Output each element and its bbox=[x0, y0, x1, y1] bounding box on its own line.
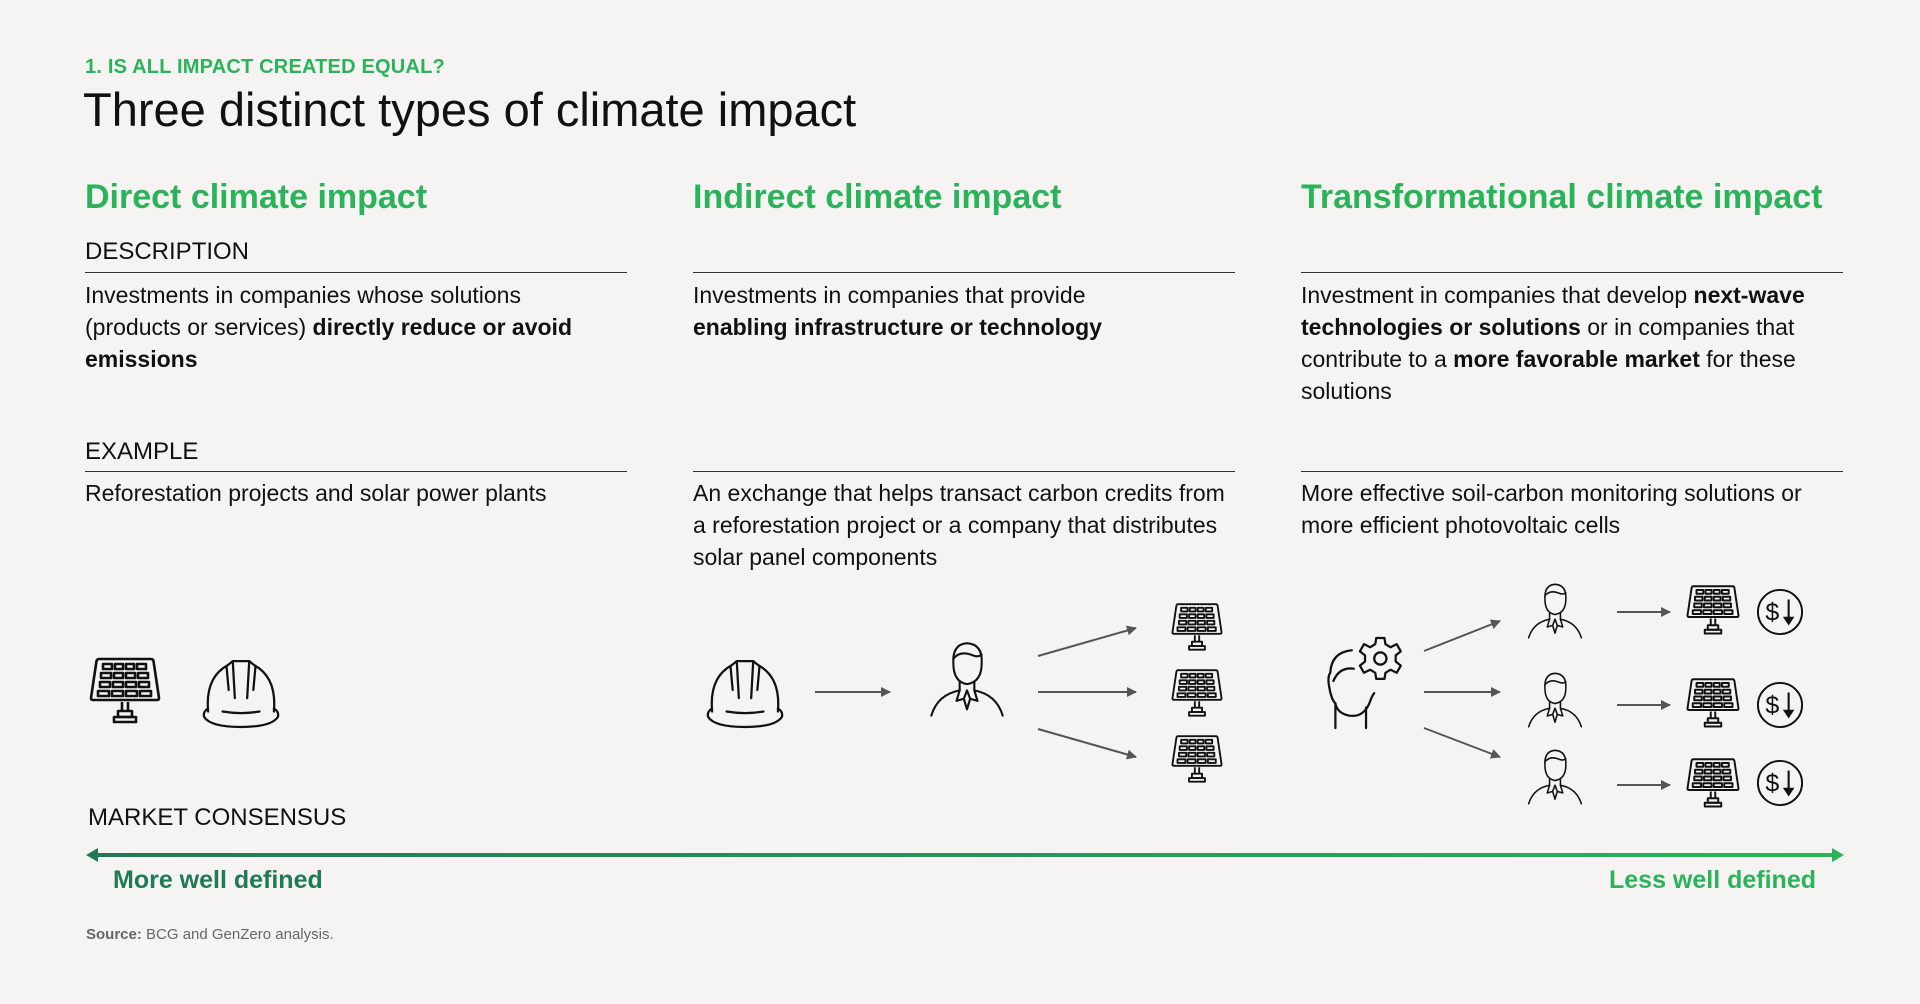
column-heading: Indirect climate impact bbox=[693, 178, 1062, 216]
divider bbox=[693, 272, 1235, 273]
arrow-icon bbox=[1037, 728, 1137, 760]
more-well-defined-label: More well defined bbox=[113, 866, 323, 894]
example-text: Reforestation projects and solar power p… bbox=[85, 480, 547, 506]
description-text: Investment in companies that develop nex… bbox=[1301, 279, 1841, 407]
example-text: More effective soil-carbon monitoring so… bbox=[1301, 480, 1802, 538]
divider bbox=[1301, 471, 1843, 472]
column-heading: Transformational climate impact bbox=[1301, 178, 1823, 216]
solar-panel-icon bbox=[1171, 669, 1223, 717]
divider bbox=[1301, 272, 1843, 273]
solar-panel-icon bbox=[1686, 678, 1740, 728]
description-text: Investments in companies that provide en… bbox=[693, 279, 1233, 343]
page-title: Three distinct types of climate impact bbox=[83, 83, 857, 136]
hard-hat-icon bbox=[202, 659, 280, 729]
source-label: Source: bbox=[86, 926, 142, 943]
text-segment: or in companies that contribute to a bbox=[1301, 314, 1795, 372]
arrow-right-icon bbox=[1832, 848, 1844, 862]
divider bbox=[85, 272, 627, 273]
arrow-icon bbox=[1037, 625, 1137, 657]
column-heading: Direct climate impact bbox=[85, 178, 428, 216]
text-segment: Investments in companies that provide bbox=[693, 282, 1086, 308]
person-icon bbox=[929, 641, 1005, 717]
person-icon bbox=[1527, 749, 1583, 805]
section-kicker: 1. IS ALL IMPACT CREATED EQUAL? bbox=[85, 56, 445, 78]
hard-hat-icon bbox=[706, 659, 784, 729]
dollar-down-icon bbox=[1756, 681, 1804, 729]
head-gear-icon bbox=[1327, 636, 1402, 730]
text-segment-bold: directly reduce or avoid emissions bbox=[85, 314, 572, 372]
divider bbox=[85, 471, 627, 472]
solar-panel-icon bbox=[1171, 735, 1223, 783]
source-note: Source: BCG and GenZero analysis. bbox=[86, 926, 334, 943]
arrow-icon bbox=[1423, 727, 1501, 759]
description-text: Investments in companies whose solutions… bbox=[85, 279, 585, 375]
divider bbox=[693, 471, 1235, 472]
text-segment-bold: more favorable market bbox=[1453, 346, 1700, 372]
market-consensus-label: MARKET CONSENSUS bbox=[88, 804, 347, 831]
person-icon bbox=[1527, 583, 1583, 639]
source-text: BCG and GenZero analysis. bbox=[141, 926, 334, 943]
solar-panel-icon bbox=[1171, 603, 1223, 651]
dollar-down-icon bbox=[1756, 759, 1804, 807]
person-icon bbox=[1527, 672, 1583, 728]
example-label: EXAMPLE bbox=[85, 438, 199, 465]
text-segment-bold: next-wave technologies or solutions bbox=[1301, 282, 1805, 340]
description-label: DESCRIPTION bbox=[85, 238, 250, 265]
text-segment: for these solutions bbox=[1301, 346, 1796, 404]
solar-panel-icon bbox=[1686, 758, 1740, 808]
market-consensus-axis bbox=[86, 848, 1844, 862]
dollar-down-icon bbox=[1756, 588, 1804, 636]
text-segment: Investment in companies that develop bbox=[1301, 282, 1694, 308]
less-well-defined-label: Less well defined bbox=[1608, 866, 1816, 894]
example-text: An exchange that helps transact carbon c… bbox=[693, 480, 1225, 570]
solar-panel-icon bbox=[89, 657, 161, 724]
arrow-left-icon bbox=[86, 848, 98, 862]
text-segment-bold: enabling infrastructure or technology bbox=[693, 314, 1102, 340]
solar-panel-icon bbox=[1686, 585, 1740, 635]
text-segment: Investments in companies whose solutions… bbox=[85, 282, 521, 340]
arrow-icon bbox=[1423, 619, 1501, 652]
